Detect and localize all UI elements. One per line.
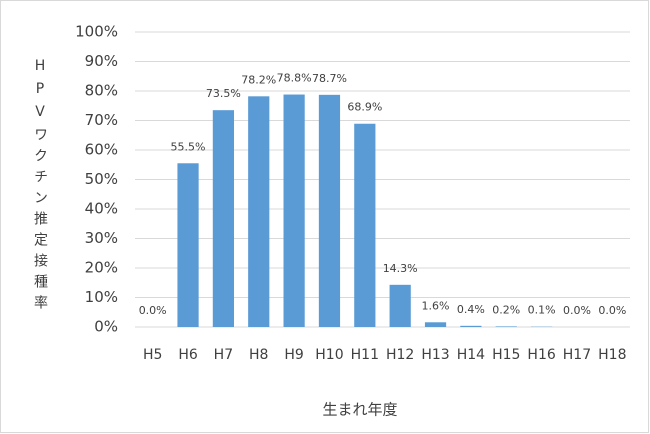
y-tick-label: 40% (85, 200, 118, 218)
data-label: 78.2% (241, 73, 276, 86)
bar (283, 94, 305, 327)
x-tick-label: H11 (351, 347, 379, 363)
data-label: 78.8% (277, 72, 312, 85)
bar (318, 94, 341, 328)
data-label: 0.0% (139, 304, 167, 317)
x-tick-label: H8 (249, 347, 268, 363)
data-label: 0.2% (492, 303, 520, 316)
y-tick-label: 10% (85, 288, 118, 306)
bar (177, 163, 199, 327)
x-tick-label: H6 (178, 347, 198, 363)
data-label: 0.1% (528, 304, 556, 317)
y-tick-label: 30% (85, 229, 118, 247)
x-tick-label: H12 (386, 347, 414, 363)
data-label: 0.0% (563, 304, 591, 317)
bar (248, 96, 270, 327)
bar (460, 325, 482, 327)
data-label: 1.6% (422, 299, 450, 312)
y-tick-label: 80% (85, 82, 118, 100)
x-tick-label: H7 (214, 347, 233, 363)
y-axis-title: HPVワクチン推定接種率 (32, 58, 48, 316)
y-tick-label: 0% (94, 318, 118, 336)
x-tick-label: H13 (421, 347, 449, 363)
y-tick-label: 70% (85, 111, 118, 129)
x-tick-label: H14 (457, 347, 485, 363)
x-tick-label: H5 (143, 347, 162, 363)
bar (212, 110, 234, 327)
x-tick-label: H18 (598, 347, 626, 363)
bar (495, 326, 517, 327)
data-label: 0.0% (598, 304, 626, 317)
y-tick-label: 100% (75, 23, 118, 41)
data-label: 78.7% (312, 72, 347, 85)
data-label: 55.5% (171, 140, 206, 153)
x-axis-title: 生まれ年度 (322, 401, 397, 419)
y-tick-label: 20% (85, 259, 118, 277)
data-label: 68.9% (347, 101, 382, 114)
bar (389, 284, 411, 327)
data-label: 14.3% (383, 262, 418, 275)
x-tick-label: H15 (492, 347, 520, 363)
data-label: 0.4% (457, 303, 485, 316)
x-tick-label: H16 (527, 347, 555, 363)
x-tick-label: H9 (284, 347, 303, 363)
y-tick-label: 60% (85, 141, 118, 159)
y-tick-label: 50% (85, 170, 118, 188)
data-label: 73.5% (206, 87, 241, 100)
bar (424, 322, 447, 327)
y-tick-label: 90% (85, 52, 118, 70)
bar (354, 123, 376, 328)
x-tick-label: H17 (563, 347, 591, 363)
x-tick-label: H10 (315, 347, 343, 363)
